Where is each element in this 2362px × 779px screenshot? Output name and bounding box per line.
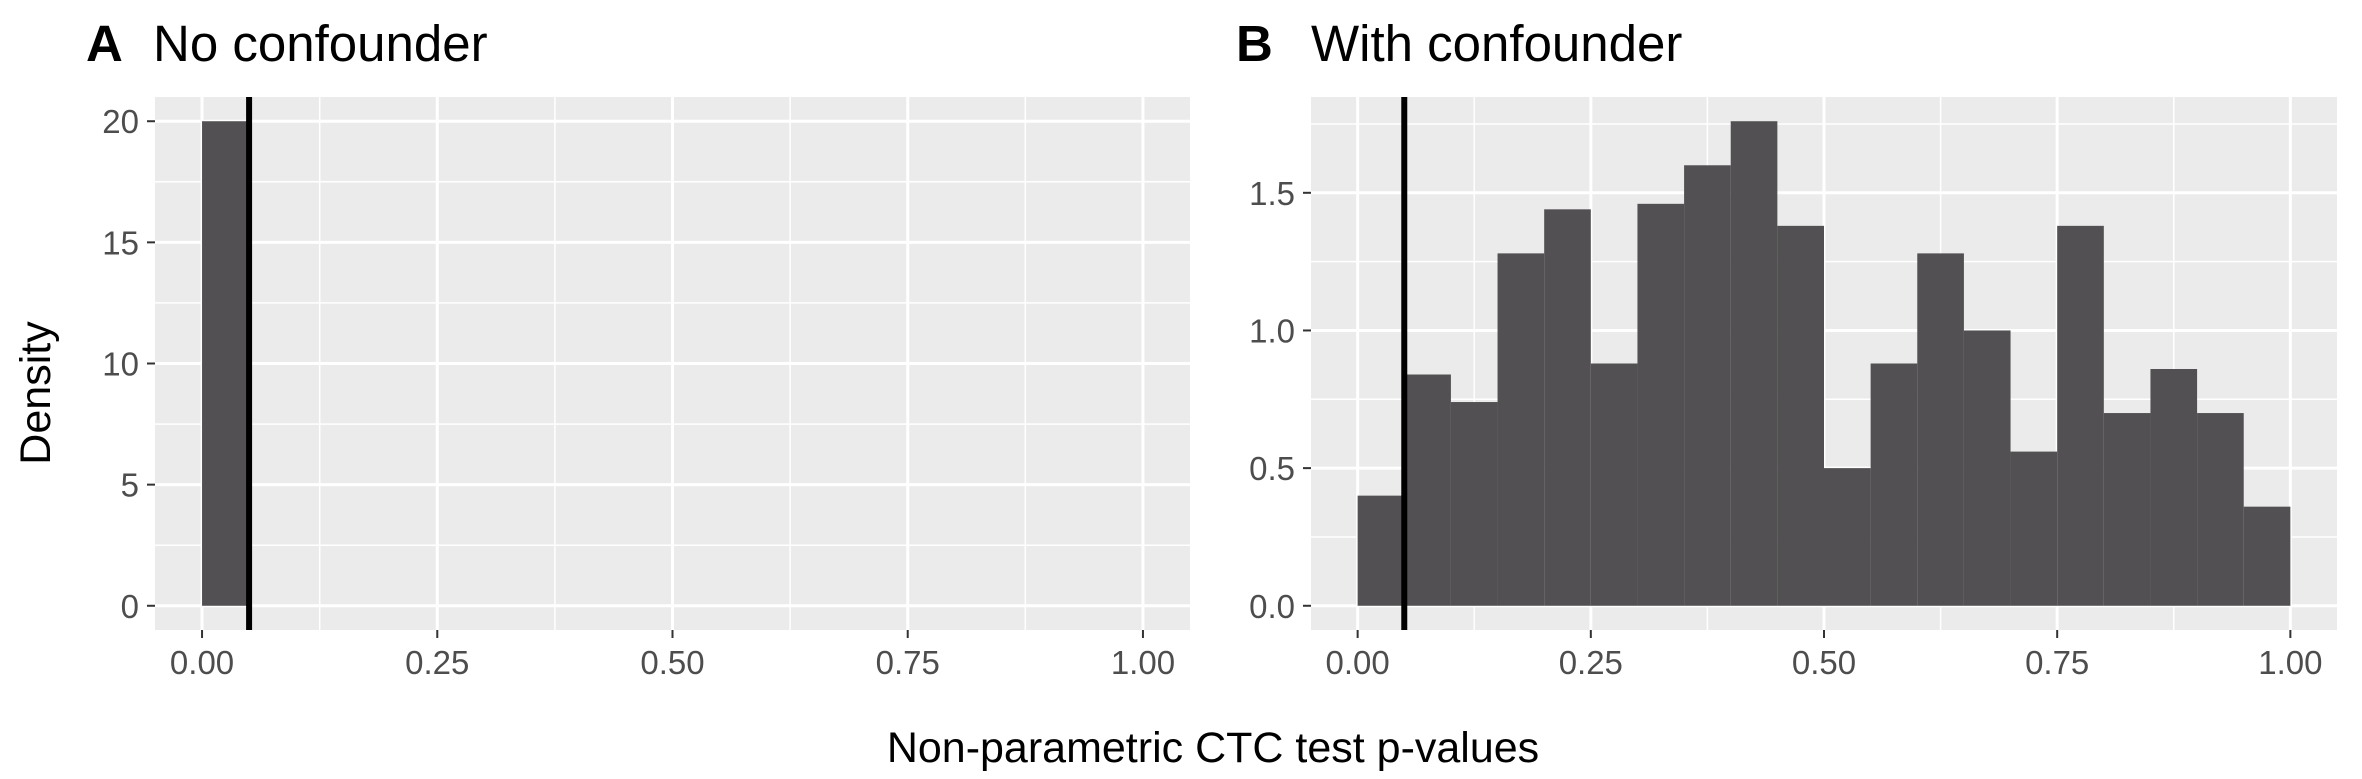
x-tick-label: 0.50 xyxy=(1792,644,1856,681)
y-tick-label: 20 xyxy=(102,103,139,140)
histogram-bar xyxy=(1870,363,1918,606)
x-axis-title: Non-parametric CTC test p-values xyxy=(887,724,1539,772)
panel-a: A No confounder 0.00 0.25 0.50 0.75 1.00 0 5 10… xyxy=(86,15,1190,681)
histogram-bar xyxy=(1497,253,1545,606)
y-tick-label: 1.0 xyxy=(1249,312,1295,349)
y-tick-label: 0 xyxy=(121,588,139,625)
x-tick-label: 0.75 xyxy=(2025,644,2089,681)
histogram-bar xyxy=(2243,506,2291,606)
panel-b: B With confounder 0.00 0.25 0.50 0.75 1.00 0.… xyxy=(1236,15,2337,681)
histogram-bar xyxy=(1824,468,1871,606)
histogram-bar xyxy=(1544,209,1591,606)
histogram-bar xyxy=(1777,225,1824,606)
histogram-bar xyxy=(202,121,250,606)
histogram-bar xyxy=(2150,369,2198,606)
histogram-bar xyxy=(2197,413,2244,606)
y-tick-label: 0.5 xyxy=(1249,450,1295,487)
y-tick-label: 1.5 xyxy=(1249,175,1295,212)
y-tick-label: 10 xyxy=(102,346,139,383)
histogram-bar xyxy=(1730,121,1778,606)
histogram-bar xyxy=(1963,330,2011,606)
x-tick-label: 0.25 xyxy=(1559,644,1623,681)
y-tick-label: 15 xyxy=(102,224,139,261)
x-tick-label: 0.25 xyxy=(405,644,469,681)
panel-b-title: With confounder xyxy=(1311,15,1682,72)
panel-a-tag: A xyxy=(86,15,123,72)
x-tick-label: 1.00 xyxy=(2258,644,2322,681)
histogram-bar xyxy=(1590,363,1638,606)
histogram-bar xyxy=(2057,225,2104,606)
histogram-bar xyxy=(1917,253,1964,606)
histogram-bar xyxy=(1637,203,1685,606)
histogram-bar xyxy=(1357,495,1405,606)
x-tick-label: 0.75 xyxy=(876,644,940,681)
x-tick-label: 0.00 xyxy=(170,644,234,681)
histogram-bar xyxy=(1684,165,1731,606)
panel-b-tag: B xyxy=(1236,15,1273,72)
y-axis-title: Density xyxy=(12,321,60,465)
histogram-bar xyxy=(1450,402,1498,606)
x-tick-label: 0.00 xyxy=(1326,644,1390,681)
histogram-bar xyxy=(2010,451,2058,606)
y-tick-label: 0.0 xyxy=(1249,588,1295,625)
y-tick-label: 5 xyxy=(121,467,139,504)
panel-a-title: No confounder xyxy=(153,15,488,72)
x-tick-label: 0.50 xyxy=(640,644,704,681)
histogram-bar xyxy=(1404,374,1451,606)
x-tick-label: 1.00 xyxy=(1111,644,1175,681)
histogram-bar xyxy=(2103,413,2151,606)
